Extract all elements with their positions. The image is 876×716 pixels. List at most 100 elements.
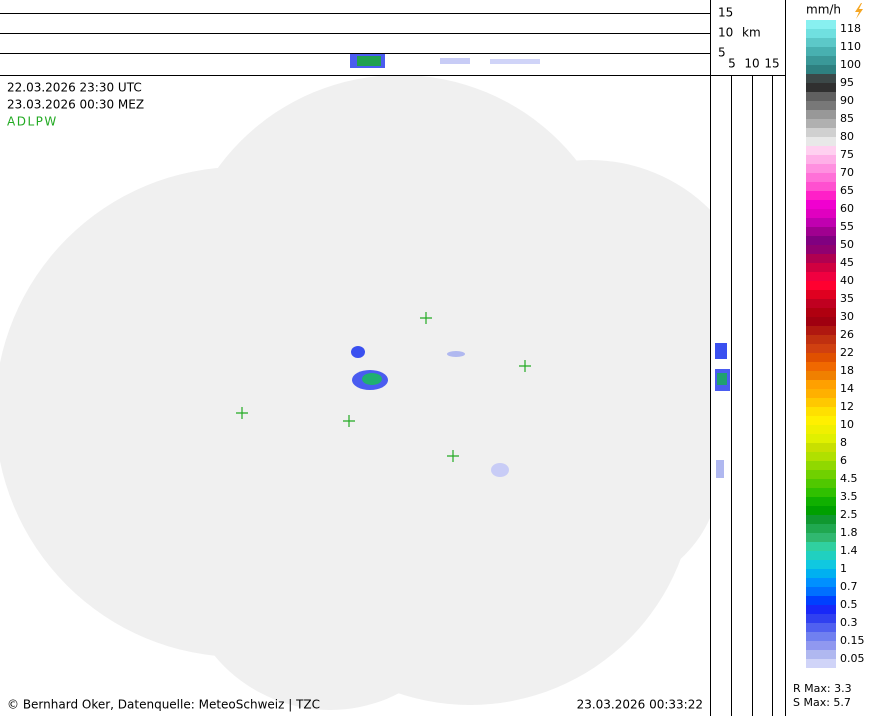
- legend-label: 22: [840, 346, 854, 359]
- legend-swatch: [806, 20, 836, 29]
- legend-label: 40: [840, 274, 854, 287]
- legend-swatch: [806, 425, 836, 434]
- legend-label: 0.7: [840, 580, 858, 593]
- legend-swatch: [806, 560, 836, 569]
- legend-swatch: [806, 92, 836, 101]
- legend-swatch: [806, 371, 836, 380]
- legend-label: 18: [840, 364, 854, 377]
- legend-swatch: [806, 272, 836, 281]
- legend-label: 3.5: [840, 490, 858, 503]
- legend-swatch: [806, 479, 836, 488]
- legend-swatch: [806, 434, 836, 443]
- legend-swatch: [806, 227, 836, 236]
- legend-label: 1.8: [840, 526, 858, 539]
- legend-swatch: [806, 245, 836, 254]
- side-label: 5: [728, 57, 736, 71]
- legend-swatch: [806, 290, 836, 299]
- legend-swatch: [806, 614, 836, 623]
- legend-swatch: [806, 605, 836, 614]
- legend-label: 1.4: [840, 544, 858, 557]
- side-label: 15: [764, 57, 779, 71]
- legend-swatch: [806, 56, 836, 65]
- legend-swatch: [806, 506, 836, 515]
- legend-swatch: [806, 281, 836, 290]
- legend-swatch: [806, 173, 836, 182]
- legend-label: 12: [840, 400, 854, 413]
- timestamp: 23.03.2026 00:33:22: [577, 698, 703, 712]
- legend-swatch: [806, 587, 836, 596]
- legend-label: 10: [840, 418, 854, 431]
- legend-swatch: [806, 398, 836, 407]
- legend-swatch: [806, 497, 836, 506]
- legend-label: 95: [840, 76, 854, 89]
- legend-swatch: [806, 200, 836, 209]
- legend-swatch: [806, 128, 836, 137]
- legend-swatch: [806, 38, 836, 47]
- time-local: 23.03.2026 00:30 MEZ: [7, 98, 144, 112]
- legend-swatch: [806, 389, 836, 398]
- lightning-icon: [855, 3, 863, 19]
- legend-swatch: [806, 443, 836, 452]
- legend-swatch: [806, 596, 836, 605]
- legend-swatch: [806, 542, 836, 551]
- legend-swatch: [806, 578, 836, 587]
- legend-label: 35: [840, 292, 854, 305]
- sites: [236, 312, 531, 462]
- legend-swatch: [806, 182, 836, 191]
- legend-swatch: [806, 218, 836, 227]
- legend-label: 0.3: [840, 616, 858, 629]
- legend: 1181101009590858075706560555045403530262…: [806, 20, 865, 668]
- legend-label: 6: [840, 454, 847, 467]
- legend-swatch: [806, 29, 836, 38]
- legend-swatch: [806, 263, 836, 272]
- legend-swatch: [806, 146, 836, 155]
- legend-swatch: [806, 326, 836, 335]
- top-label: 5: [718, 46, 726, 60]
- legend-label: 100: [840, 58, 861, 71]
- legend-label: 45: [840, 256, 854, 269]
- legend-swatch: [806, 353, 836, 362]
- legend-swatch: [806, 137, 836, 146]
- legend-swatch: [806, 191, 836, 200]
- legend-swatch: [806, 461, 836, 470]
- legend-swatch: [806, 47, 836, 56]
- legend-label: 50: [840, 238, 854, 251]
- legend-label: 0.05: [840, 652, 865, 665]
- legend-label: 30: [840, 310, 854, 323]
- legend-swatch: [806, 83, 836, 92]
- legend-label: 0.5: [840, 598, 858, 611]
- legend-swatch: [806, 659, 836, 668]
- legend-swatch: [806, 308, 836, 317]
- legend-swatch: [806, 380, 836, 389]
- legend-label: 85: [840, 112, 854, 125]
- top-label: 15: [718, 6, 733, 20]
- legend-label: 60: [840, 202, 854, 215]
- legend-swatch: [806, 407, 836, 416]
- s-max: S Max: 5.7: [793, 696, 851, 709]
- precipitation: [350, 54, 730, 478]
- legend-swatch: [806, 335, 836, 344]
- legend-swatch: [806, 470, 836, 479]
- legend-label: 0.15: [840, 634, 865, 647]
- product: ADLPW: [7, 115, 58, 129]
- legend-unit: mm/h: [806, 3, 841, 17]
- top-label: 10: [718, 26, 733, 40]
- legend-swatch: [806, 236, 836, 245]
- legend-swatch: [806, 362, 836, 371]
- legend-swatch: [806, 74, 836, 83]
- legend-label: 55: [840, 220, 854, 233]
- legend-label: 2.5: [840, 508, 858, 521]
- r-max: R Max: 3.3: [793, 682, 852, 695]
- legend-label: 70: [840, 166, 854, 179]
- legend-label: 14: [840, 382, 854, 395]
- legend-label: 80: [840, 130, 854, 143]
- legend-swatch: [806, 344, 836, 353]
- legend-swatch: [806, 101, 836, 110]
- frame: [0, 0, 786, 716]
- legend-swatch: [806, 317, 836, 326]
- credit: © Bernhard Oker, Datenquelle: MeteoSchwe…: [7, 698, 320, 712]
- legend-label: 118: [840, 22, 861, 35]
- legend-swatch: [806, 416, 836, 425]
- legend-swatch: [806, 623, 836, 632]
